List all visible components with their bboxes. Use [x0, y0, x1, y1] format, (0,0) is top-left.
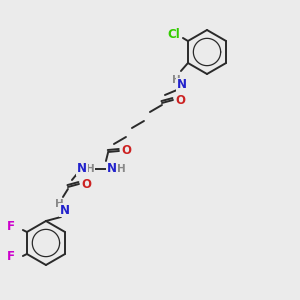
Text: N: N: [60, 203, 70, 217]
Text: N: N: [177, 79, 187, 92]
Text: O: O: [175, 94, 185, 107]
Text: H: H: [85, 164, 94, 174]
Text: O: O: [81, 178, 91, 191]
Text: N: N: [77, 163, 87, 176]
Text: Cl: Cl: [168, 28, 180, 40]
Text: F: F: [7, 250, 15, 263]
Text: O: O: [121, 145, 131, 158]
Text: H: H: [55, 199, 63, 209]
Text: N: N: [107, 163, 117, 176]
Text: H: H: [172, 75, 180, 85]
Text: F: F: [7, 220, 15, 233]
Text: H: H: [117, 164, 125, 174]
